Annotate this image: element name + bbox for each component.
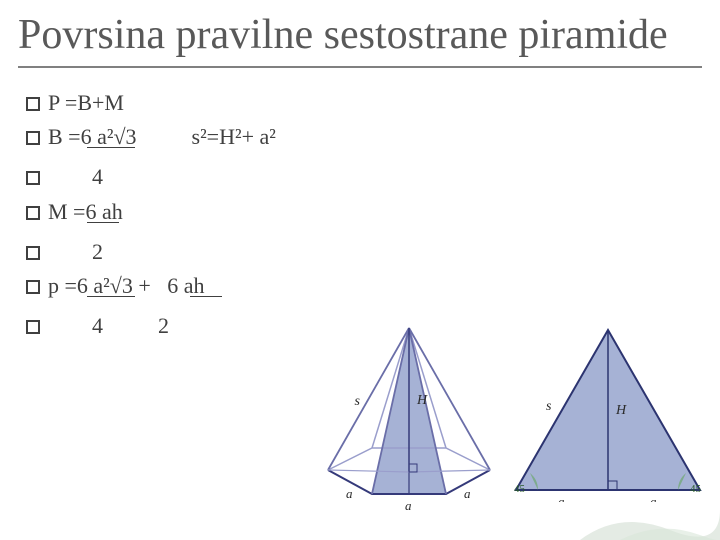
- svg-text:s: s: [546, 399, 552, 414]
- formula-text: 4: [48, 164, 103, 189]
- formula-text: s²=H²+ a²: [192, 124, 276, 149]
- formula-text: 2: [48, 239, 103, 264]
- svg-text:45: 45: [690, 483, 702, 495]
- svg-text:a: a: [650, 494, 657, 502]
- svg-text:a: a: [346, 486, 353, 501]
- fraction-bar: [87, 147, 135, 148]
- svg-text:s: s: [355, 394, 361, 409]
- formula-line-1: P =B+M: [26, 86, 694, 120]
- bullet-icon: [26, 246, 40, 260]
- bullet-icon: [26, 97, 40, 111]
- fraction-bar: [87, 296, 135, 297]
- svg-text:45: 45: [514, 483, 526, 495]
- svg-text:a: a: [405, 498, 412, 512]
- fraction-bar: [87, 222, 119, 223]
- spacer: [137, 124, 192, 149]
- slide-title: Povrsina pravilne sestostrane piramide: [0, 0, 720, 60]
- triangle-face-diagram: 45 45 Hs a a: [508, 322, 708, 502]
- svg-text:a: a: [464, 486, 471, 501]
- formula-text: 4: [48, 313, 103, 338]
- hexagonal-pyramid-diagram: Hs a a a: [314, 322, 504, 512]
- svg-text:H: H: [416, 393, 428, 408]
- formula-text: P =B+M: [48, 90, 124, 115]
- formula-block: P =B+M B =6 a²√3 s²=H²+ a² 4 M =6 ah 2 p…: [0, 68, 720, 361]
- bullet-icon: [26, 171, 40, 185]
- formula-line-5: 2: [26, 235, 694, 269]
- fraction-bar: [190, 296, 222, 297]
- bullet-spacer: [26, 222, 40, 236]
- bullet-spacer: [26, 296, 40, 310]
- svg-text:a: a: [558, 494, 565, 502]
- diagrams-container: Hs a a a 45 45 Hs a a: [314, 322, 708, 512]
- bullet-spacer: [26, 147, 40, 161]
- svg-text:H: H: [615, 403, 627, 418]
- bullet-icon: [26, 320, 40, 334]
- formula-text: 2: [103, 313, 169, 338]
